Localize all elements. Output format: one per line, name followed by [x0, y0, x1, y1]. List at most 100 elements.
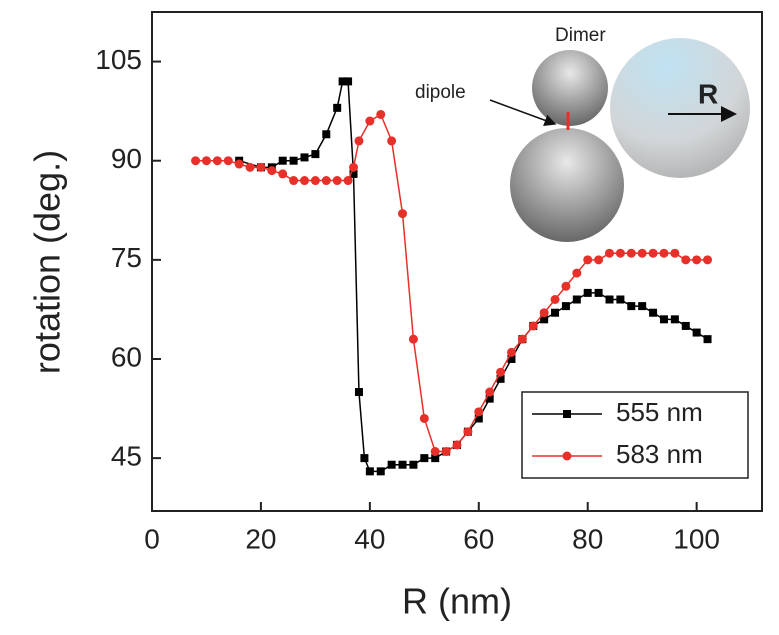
point: [376, 467, 385, 476]
point: [539, 308, 549, 318]
legend-marker: [563, 410, 571, 418]
point: [648, 248, 658, 258]
y-axis-label: rotation (deg.): [27, 150, 68, 374]
point: [212, 156, 222, 166]
point: [354, 388, 363, 397]
x-tick-label: 0: [144, 523, 160, 554]
point: [615, 248, 625, 258]
point: [627, 302, 636, 311]
point: [322, 130, 331, 139]
point: [376, 109, 386, 119]
annotation: Dimer: [555, 25, 606, 46]
sphere: [510, 128, 624, 242]
point: [387, 460, 396, 469]
point: [540, 315, 549, 324]
point: [333, 103, 342, 112]
point: [583, 288, 592, 297]
point: [692, 255, 702, 265]
y-tick-label: 45: [111, 441, 142, 472]
point: [561, 302, 570, 311]
point: [692, 328, 701, 337]
sphere: [532, 50, 608, 126]
point: [245, 162, 255, 172]
point: [419, 413, 429, 423]
x-tick-label: 20: [245, 523, 276, 554]
point: [681, 255, 691, 265]
legend: [521, 391, 749, 479]
legend-label: 555 nm: [616, 397, 703, 427]
point: [289, 156, 298, 165]
point: [343, 176, 353, 186]
point: [474, 407, 484, 417]
point: [408, 334, 418, 344]
point: [223, 156, 233, 166]
annotation: dipole: [415, 82, 466, 103]
point: [349, 169, 358, 178]
point: [474, 414, 483, 423]
sphere: [610, 38, 750, 178]
point: [517, 334, 527, 344]
point: [638, 302, 647, 311]
point: [507, 354, 516, 363]
x-axis-label: R (nm): [402, 581, 512, 622]
point: [300, 153, 309, 162]
point: [605, 248, 614, 258]
point: [583, 255, 593, 265]
point: [496, 374, 505, 383]
point: [703, 335, 712, 344]
x-tick-label: 80: [572, 523, 603, 554]
inset: Dimer dipole R: [415, 25, 750, 242]
point: [278, 156, 287, 165]
point: [365, 467, 374, 476]
x-tick-label: 100: [673, 523, 720, 554]
point: [354, 136, 364, 146]
point: [310, 176, 320, 186]
point: [398, 460, 407, 469]
point: [300, 176, 309, 186]
point: [234, 159, 244, 169]
point: [452, 440, 462, 450]
point: [681, 321, 690, 330]
point: [551, 308, 560, 317]
arrow: [489, 99, 557, 126]
point: [605, 295, 614, 304]
point: [616, 295, 625, 304]
point: [338, 77, 347, 86]
point: [321, 176, 331, 186]
point: [626, 248, 636, 258]
point: [594, 288, 603, 297]
point: [256, 162, 266, 172]
point: [463, 427, 473, 437]
point: [572, 295, 581, 304]
point: [485, 394, 494, 403]
point: [332, 176, 342, 186]
point: [649, 308, 658, 317]
point: [485, 387, 495, 397]
x-tick-label: 60: [463, 523, 494, 554]
point: [201, 156, 211, 166]
point: [703, 255, 713, 265]
y-tick-label: 105: [95, 44, 142, 75]
point: [311, 150, 320, 159]
point: [506, 347, 516, 357]
point: [430, 447, 440, 457]
point: [561, 281, 571, 291]
point: [637, 248, 647, 258]
x-tick-label: 40: [354, 523, 385, 554]
y-tick-label: 75: [111, 242, 142, 273]
point: [420, 454, 429, 463]
point: [365, 116, 375, 126]
point: [594, 255, 604, 265]
point: [550, 295, 560, 305]
point: [278, 169, 288, 179]
point: [360, 454, 369, 463]
point: [670, 248, 680, 258]
point: [289, 176, 299, 186]
point: [496, 367, 506, 377]
point: [431, 454, 440, 463]
y-tick-label: 90: [111, 143, 142, 174]
point: [191, 156, 201, 166]
point: [441, 447, 451, 457]
point: [398, 209, 408, 219]
